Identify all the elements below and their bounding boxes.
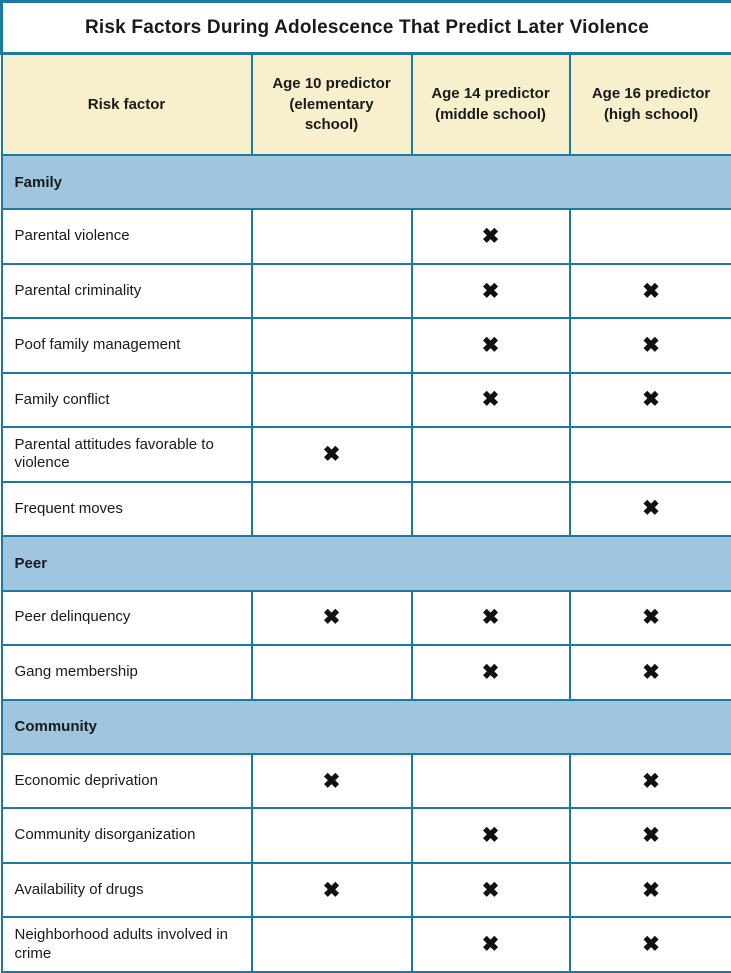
x-mark-age-14: ✖	[410, 589, 571, 647]
x-mark-age-10: ✖	[250, 861, 413, 919]
x-mark-age-16: ✖	[568, 317, 731, 374]
column-header-risk-factor: Risk factor	[0, 52, 253, 156]
column-header-row: Risk factor Age 10 predictor (elementary…	[0, 52, 731, 156]
section-row-family: Family	[0, 153, 731, 211]
risk-factor-label: Parental attitudes favorable to violence	[0, 426, 253, 483]
empty-cell-age-14	[410, 480, 571, 538]
x-mark-age-14: ✖	[410, 644, 571, 701]
table-row: Poof family management ✖ ✖	[0, 317, 731, 374]
table-row: Frequent moves ✖	[0, 480, 731, 538]
x-mark-age-10: ✖	[250, 589, 413, 647]
x-mark-age-14: ✖	[410, 807, 571, 864]
x-mark-age-10: ✖	[250, 426, 413, 483]
x-mark-age-16: ✖	[568, 262, 731, 320]
x-mark-age-16: ✖	[568, 480, 731, 538]
risk-factor-label: Economic deprivation	[0, 752, 253, 810]
empty-cell-age-10	[250, 262, 413, 320]
section-label-community: Community	[0, 698, 731, 755]
table-row: Parental criminality ✖ ✖	[0, 262, 731, 320]
risk-factor-label: Poof family management	[0, 317, 253, 374]
section-label-family: Family	[0, 153, 731, 211]
x-mark-age-16: ✖	[568, 589, 731, 647]
risk-factor-label: Gang membership	[0, 644, 253, 701]
title-row: Risk Factors During Adolescence That Pre…	[0, 0, 731, 56]
x-mark-age-16: ✖	[568, 644, 731, 701]
x-mark-age-16: ✖	[568, 861, 731, 919]
x-mark-age-14: ✖	[410, 861, 571, 919]
risk-factor-label: Peer delinquency	[0, 589, 253, 647]
risk-factor-label: Parental violence	[0, 208, 253, 265]
empty-cell-age-14	[410, 426, 571, 483]
empty-cell-age-10	[250, 317, 413, 374]
x-mark-age-14: ✖	[410, 262, 571, 320]
risk-factor-label: Frequent moves	[0, 480, 253, 538]
x-mark-age-14: ✖	[410, 317, 571, 374]
section-row-community: Community	[0, 698, 731, 755]
table-row: Gang membership ✖ ✖	[0, 644, 731, 701]
empty-cell-age-14	[410, 752, 571, 810]
table-row: Community disorganization ✖ ✖	[0, 807, 731, 864]
empty-cell-age-10	[250, 480, 413, 538]
column-header-age-14: Age 14 predictor (middle school)	[410, 52, 571, 156]
table-row: Parental attitudes favorable to violence…	[0, 426, 731, 483]
risk-factor-label: Availability of drugs	[0, 861, 253, 919]
table-row: Availability of drugs ✖ ✖ ✖	[0, 861, 731, 919]
table-row: Peer delinquency ✖ ✖ ✖	[0, 589, 731, 647]
table-row: Economic deprivation ✖ ✖	[0, 752, 731, 810]
x-mark-age-16: ✖	[568, 916, 731, 973]
empty-cell-age-16	[568, 426, 731, 483]
empty-cell-age-10	[250, 916, 413, 973]
risk-factor-label: Community disorganization	[0, 807, 253, 864]
risk-factor-label: Neighborhood adults involved in crime	[0, 916, 253, 973]
x-mark-age-16: ✖	[568, 752, 731, 810]
risk-factor-label: Family conflict	[0, 371, 253, 429]
column-header-age-16: Age 16 predictor (high school)	[568, 52, 731, 156]
empty-cell-age-10	[250, 807, 413, 864]
x-mark-age-16: ✖	[568, 371, 731, 429]
empty-cell-age-16	[568, 208, 731, 265]
empty-cell-age-10	[250, 644, 413, 701]
risk-factor-label: Parental criminality	[0, 262, 253, 320]
x-mark-age-10: ✖	[250, 752, 413, 810]
x-mark-age-14: ✖	[410, 916, 571, 973]
x-mark-age-14: ✖	[410, 371, 571, 429]
table-row: Family conflict ✖ ✖	[0, 371, 731, 429]
table-row: Neighborhood adults involved in crime ✖ ✖	[0, 916, 731, 973]
column-header-age-10: Age 10 predictor (elementary school)	[250, 52, 413, 156]
x-mark-age-14: ✖	[410, 208, 571, 265]
empty-cell-age-10	[250, 208, 413, 265]
table-row: Parental violence ✖	[0, 208, 731, 265]
section-row-peer: Peer	[0, 535, 731, 592]
empty-cell-age-10	[250, 371, 413, 429]
x-mark-age-16: ✖	[568, 807, 731, 864]
section-label-peer: Peer	[0, 535, 731, 592]
table-title: Risk Factors During Adolescence That Pre…	[0, 0, 731, 56]
